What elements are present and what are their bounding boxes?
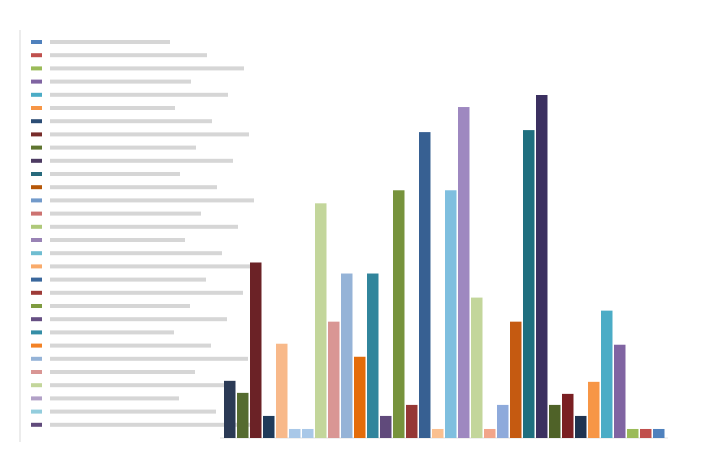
- legend-text-placeholder: [50, 409, 216, 414]
- legend-text-placeholder: [50, 290, 243, 295]
- bar: [458, 107, 470, 438]
- bar: [224, 380, 236, 438]
- legend-swatch: [31, 66, 42, 71]
- bar: [302, 428, 314, 438]
- legend-swatch: [31, 40, 42, 44]
- legend-text-placeholder: [50, 277, 206, 282]
- bar: [640, 428, 652, 438]
- legend-swatch: [31, 106, 42, 110]
- legend-text-placeholder: [50, 383, 232, 388]
- legend-swatch: [31, 92, 42, 97]
- legend-text-placeholder: [50, 132, 249, 137]
- legend-swatch: [31, 330, 42, 335]
- legend-swatch: [31, 53, 42, 58]
- legend-text-placeholder: [50, 422, 253, 427]
- legend-text-placeholder: [50, 66, 244, 71]
- legend-text-placeholder: [50, 119, 212, 124]
- legend-swatch: [31, 370, 42, 374]
- bar: [393, 190, 405, 438]
- legend-swatch: [31, 79, 42, 84]
- legend-text-placeholder: [50, 370, 195, 374]
- bar: [523, 130, 535, 438]
- bar: [406, 404, 418, 438]
- legend-swatch: [31, 172, 42, 176]
- legend-text-placeholder: [50, 343, 211, 348]
- legend-swatch: [31, 317, 42, 322]
- legend-text-placeholder: [50, 251, 222, 256]
- legend-text-placeholder: [50, 238, 185, 242]
- bar: [328, 321, 340, 438]
- legend-swatch: [31, 145, 42, 150]
- bar: [445, 190, 457, 438]
- bar: [432, 428, 444, 438]
- legend-swatch: [31, 290, 42, 295]
- legend-text-placeholder: [50, 185, 217, 190]
- legend-swatch: [31, 158, 42, 163]
- legend-text-placeholder: [50, 224, 238, 229]
- legend-swatch: [31, 277, 42, 282]
- legend-swatch: [31, 238, 42, 242]
- bar: [653, 428, 665, 438]
- bar: [510, 321, 522, 438]
- legend-swatch: [31, 251, 42, 256]
- bar: [627, 428, 639, 438]
- legend-text-placeholder: [50, 145, 196, 150]
- bar: [575, 415, 587, 438]
- legend-swatch: [31, 119, 42, 124]
- legend-text-placeholder: [50, 40, 170, 44]
- legend-text-placeholder: [50, 106, 175, 110]
- legend-swatch: [31, 383, 42, 388]
- bar: [276, 343, 288, 438]
- bar: [250, 262, 262, 438]
- legend-swatch: [31, 224, 42, 229]
- legend-swatch: [31, 132, 42, 137]
- legend-swatch: [31, 422, 42, 427]
- legend-swatch: [31, 198, 42, 203]
- legend-text-placeholder: [50, 158, 233, 163]
- legend-swatch: [31, 356, 42, 361]
- bar: [614, 344, 626, 438]
- bar: [549, 404, 561, 438]
- bar: [419, 132, 431, 438]
- legend-swatch: [31, 304, 42, 308]
- bar: [237, 392, 249, 438]
- bar: [263, 415, 275, 438]
- bar: [562, 393, 574, 438]
- legend-text-placeholder: [50, 92, 228, 97]
- legend-swatch: [31, 264, 42, 269]
- legend-text-placeholder: [50, 396, 179, 401]
- bar: [484, 428, 496, 438]
- legend-swatch: [31, 185, 42, 190]
- bar: [588, 381, 600, 438]
- legend-text-placeholder: [50, 79, 191, 84]
- legend-swatch: [31, 343, 42, 348]
- legend-text-placeholder: [50, 211, 201, 216]
- bar: [354, 356, 366, 438]
- legend-text-placeholder: [50, 198, 254, 203]
- bar: [315, 203, 327, 438]
- bar: [497, 404, 509, 438]
- bar: [471, 297, 483, 438]
- bar: [289, 428, 301, 438]
- legend-text-placeholder: [50, 304, 190, 308]
- bar: [536, 95, 548, 438]
- legend-swatch: [31, 211, 42, 216]
- bar: [367, 273, 379, 438]
- legend-text-placeholder: [50, 317, 227, 322]
- bar: [380, 415, 392, 438]
- legend-text-placeholder: [50, 53, 207, 58]
- legend-text-placeholder: [50, 356, 248, 361]
- legend-text-placeholder: [50, 330, 174, 335]
- legend-swatch: [31, 396, 42, 401]
- legend-text-placeholder: [50, 172, 180, 176]
- legend-text-placeholder: [50, 264, 259, 269]
- bar: [601, 310, 613, 438]
- legend-swatch: [31, 409, 42, 414]
- bar: [341, 273, 353, 438]
